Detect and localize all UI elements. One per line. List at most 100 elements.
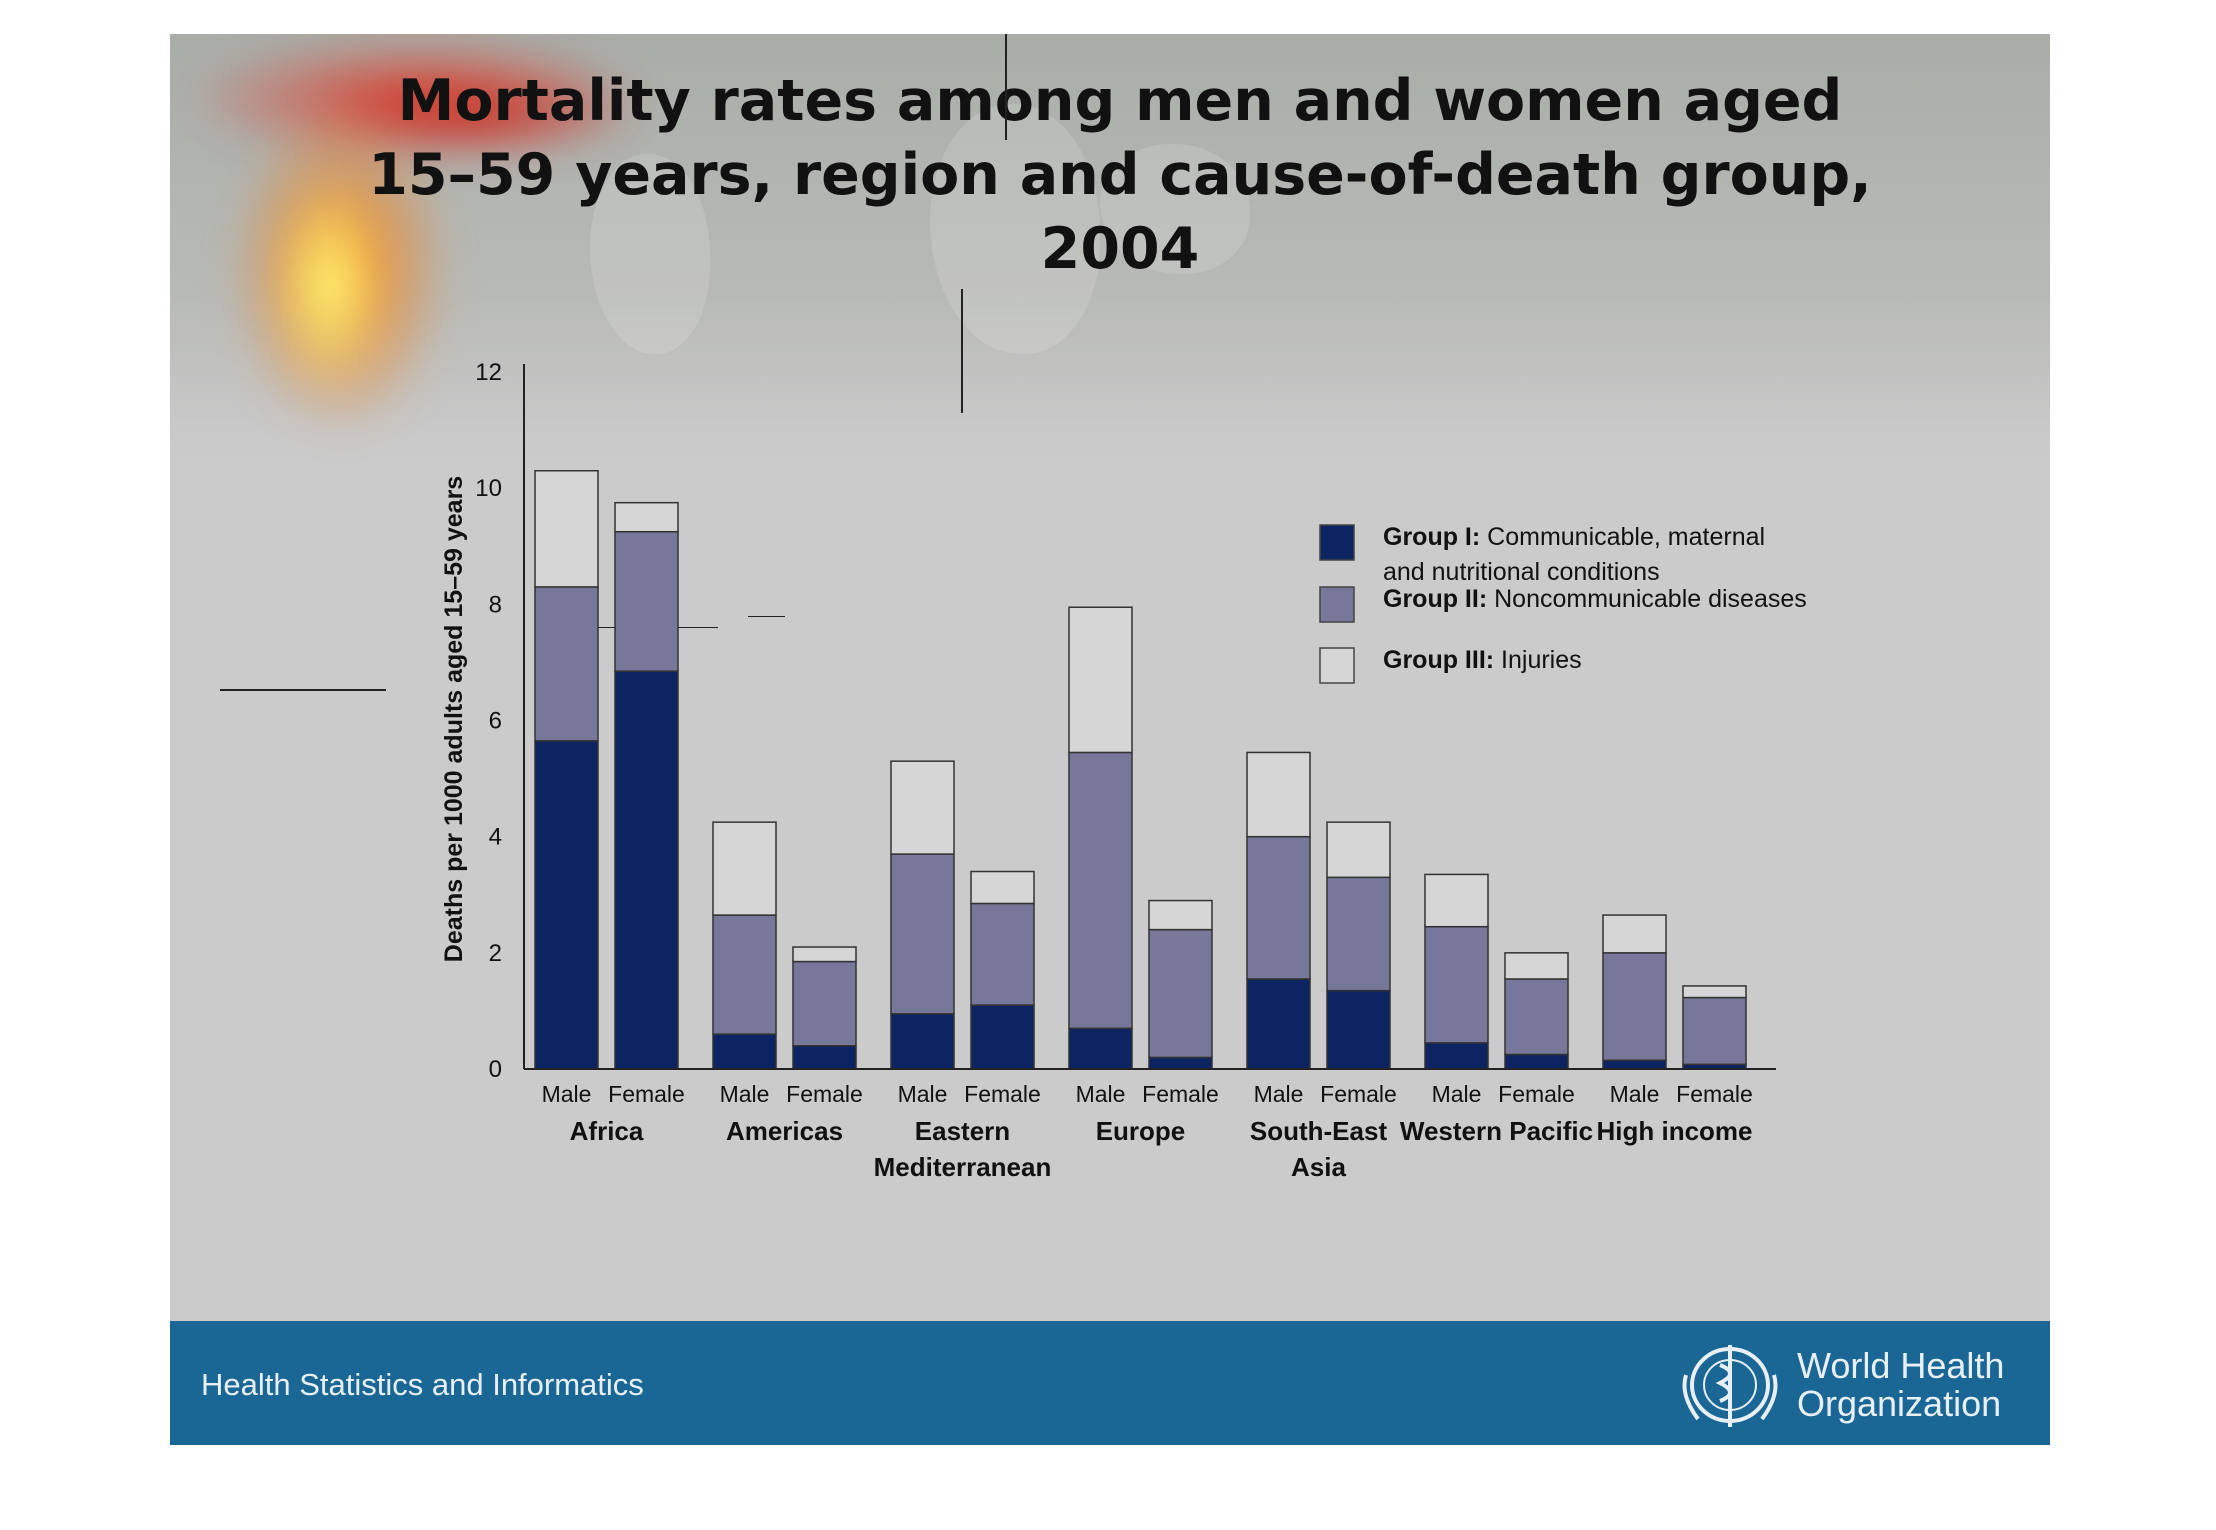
title-line: Mortality rates among men and women aged: [397, 68, 1843, 134]
bar-segment: [1326, 876, 1391, 992]
annotation-line: [220, 689, 386, 691]
world-map-background: [930, 104, 1100, 354]
x-tick-label: Female: [1320, 1081, 1397, 1107]
bar-segment: [792, 946, 857, 963]
footer-label: Health Statistics and Informatics: [201, 1367, 644, 1402]
bar-segment: [712, 1033, 777, 1070]
legend-label: Group II: Noncommunicable diseases: [1383, 585, 1807, 613]
bar-segment: [1326, 821, 1391, 879]
bar-segment: [712, 821, 777, 916]
bar-segment: [1246, 751, 1311, 838]
x-tick-label: Male: [542, 1081, 592, 1107]
bar-segment: [534, 740, 599, 1070]
region-label: Asia: [1291, 1152, 1346, 1182]
bar-segment: [1602, 914, 1667, 954]
x-tick-label: Female: [964, 1081, 1041, 1107]
legend-swatch: [1319, 524, 1355, 561]
bar-segment: [890, 1013, 955, 1070]
chart-title: Mortality rates among men and women aged…: [290, 64, 1950, 286]
y-tick-label: 12: [475, 359, 502, 386]
x-tick-label: Female: [1142, 1081, 1219, 1107]
bar-segment: [1424, 873, 1489, 928]
bar-segment: [1068, 1027, 1133, 1070]
world-map-background: [1100, 144, 1250, 274]
annotation-line: [1005, 34, 1007, 140]
x-tick-label: Female: [1676, 1081, 1753, 1107]
legend-swatch: [1319, 586, 1355, 623]
slide: Mortality rates among men and women aged…: [170, 34, 2050, 1445]
bar-segment: [1148, 928, 1213, 1059]
bar-segment: [1424, 925, 1489, 1044]
bar-segment: [1504, 952, 1569, 980]
title-line: 15–59 years, region and cause-of-death g…: [368, 142, 1872, 208]
y-tick-label: 8: [489, 591, 502, 618]
x-tick-label: Female: [1498, 1081, 1575, 1107]
bar-segment: [1602, 1059, 1667, 1070]
x-tick-label: Male: [1610, 1081, 1660, 1107]
y-tick-label: 6: [489, 708, 502, 735]
legend-group-description: Noncommunicable diseases: [1494, 585, 1807, 613]
bar-segment: [970, 902, 1035, 1006]
annotation-line: [961, 289, 963, 413]
legend-group-name: Group II:: [1383, 585, 1494, 613]
x-tick-label: Male: [1076, 1081, 1126, 1107]
bar-segment: [1682, 985, 1747, 999]
region-label: Americas: [726, 1116, 843, 1146]
bars: [524, 469, 1776, 1070]
world-map-background: [590, 154, 710, 354]
region-label: South-East: [1250, 1116, 1388, 1146]
region-label: Europe: [1096, 1116, 1186, 1146]
legend-label: Group I: Communicable, maternal: [1383, 523, 1765, 551]
legend-group-description: Communicable, maternal: [1487, 523, 1765, 551]
bar-segment: [1148, 899, 1213, 931]
annotation-line: [748, 616, 785, 617]
x-tick-label: Male: [1432, 1081, 1482, 1107]
x-tick-label: Male: [898, 1081, 948, 1107]
region-label: Eastern: [915, 1116, 1010, 1146]
bar-segment: [1682, 996, 1747, 1066]
bar-segment: [890, 853, 955, 1015]
legend-swatch: [1319, 647, 1355, 684]
x-axis-labels: Male Female Male Female Male Female Male Female…: [542, 1081, 1753, 1182]
bar-segment: [890, 760, 955, 855]
attention-heatmap: [320, 74, 640, 154]
bar-segment: [1424, 1042, 1489, 1070]
bar-segment: [1148, 1056, 1213, 1070]
region-label: Africa: [570, 1116, 644, 1146]
y-tick-label: 4: [489, 824, 502, 851]
footer-bar: Health Statistics and Informatics World …: [170, 1321, 2050, 1445]
bar-segment: [1602, 952, 1667, 1062]
bar-segment: [1068, 606, 1133, 754]
y-tick-label: 2: [489, 940, 502, 967]
bar-segment: [1326, 989, 1391, 1070]
bar-segment: [534, 469, 599, 588]
legend-label: Group III: Injuries: [1383, 646, 1582, 674]
x-tick-label: Male: [720, 1081, 770, 1107]
bar-segment: [1504, 1053, 1569, 1070]
who-emblem-icon: [1682, 1345, 1778, 1427]
bar-segment: [534, 586, 599, 742]
x-tick-label: Female: [786, 1081, 863, 1107]
y-axis: 0 2 4 6 8 10 12: [475, 359, 525, 1083]
region-label: Mediterranean: [874, 1152, 1052, 1182]
bar-segment: [1504, 978, 1569, 1056]
legend-group-name: Group I:: [1383, 523, 1487, 551]
bar-segment: [792, 1045, 857, 1070]
region-label: High income: [1596, 1116, 1752, 1146]
organization-name: World Health Organization: [1797, 1347, 2004, 1423]
legend-label: and nutritional conditions: [1383, 558, 1660, 586]
legend: Group I: Communicable, maternal and nutri…: [1319, 523, 1807, 684]
legend-group-description: Injuries: [1501, 646, 1582, 674]
attention-heatmap: [270, 174, 390, 394]
bar-segment: [970, 870, 1035, 905]
region-label: Western Pacific: [1400, 1116, 1593, 1146]
x-tick-label: Male: [1254, 1081, 1304, 1107]
x-tick-label: Female: [608, 1081, 685, 1107]
legend-group-name: Group III:: [1383, 646, 1501, 674]
organization-name-line: World Health: [1797, 1345, 2005, 1386]
organization-name-line: Organization: [1797, 1383, 2002, 1424]
y-axis-label: Deaths per 1000 adults aged 15–59 years: [440, 476, 468, 962]
bar-segment: [970, 1004, 1035, 1070]
stacked-bar-chart: 0 2 4 6 8 10 12 Male Female Male Female Male Female…: [440, 359, 1807, 1182]
bar-segment: [792, 960, 857, 1047]
